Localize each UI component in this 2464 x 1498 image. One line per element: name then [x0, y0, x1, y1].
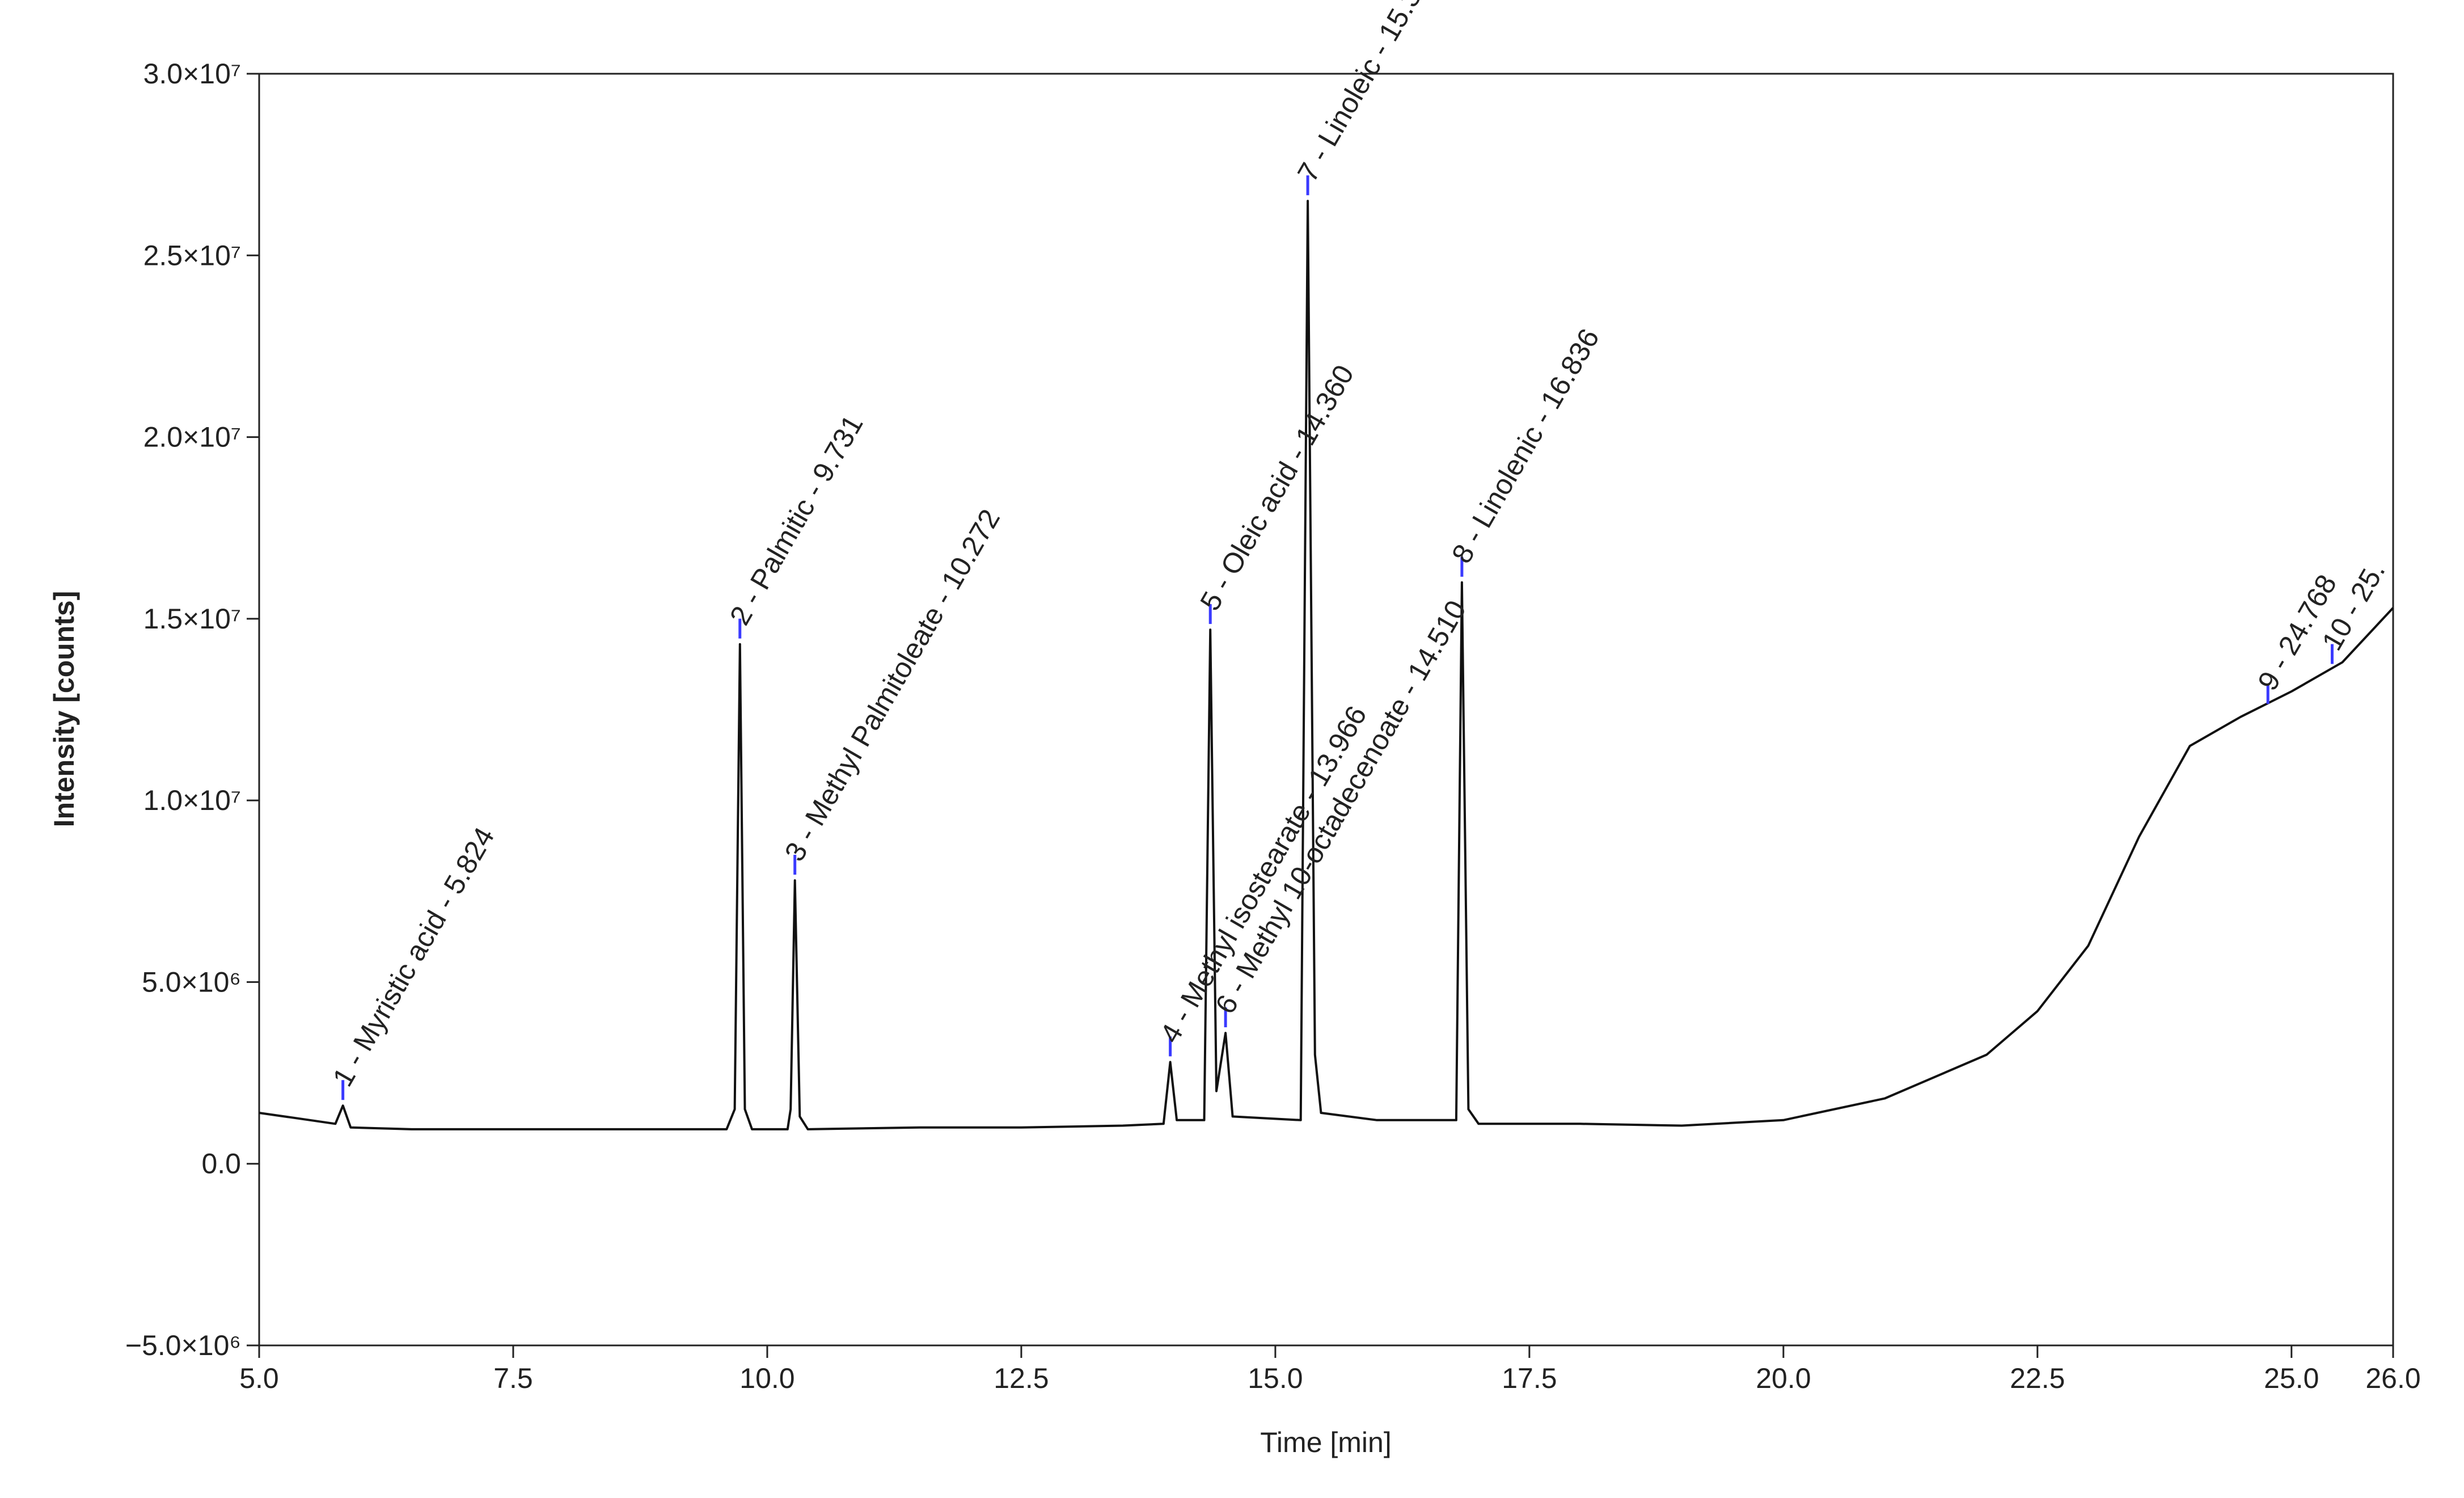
x-tick-label: 20.0: [1756, 1362, 1811, 1394]
y-axis-label: Intensity [counts]: [48, 591, 80, 828]
peak-label: 1 - Myristic acid - 5.824: [327, 822, 501, 1092]
peak-label: 3 - Methyl Palmitoleate - 10.272: [779, 504, 1006, 866]
peak-label: 6 - Methyl 10-octadecenoate - 14.510: [1209, 595, 1472, 1019]
x-tick-label: 17.5: [1502, 1362, 1557, 1394]
x-tick-label: 25.0: [2264, 1362, 2319, 1394]
y-tick-label: −5.0×10⁶: [125, 1330, 241, 1361]
peak-label: 7 - Linoleic - 15.319: [1291, 0, 1443, 187]
y-tick-label: 2.0×10⁷: [143, 421, 241, 453]
peak-label: 5 - Oleic acid - 14.360: [1194, 360, 1360, 616]
x-tick-label: 10.0: [739, 1362, 794, 1394]
y-tick-label: 5.0×10⁶: [142, 966, 241, 998]
x-tick-label: 7.5: [493, 1362, 533, 1394]
x-axis-label: Time [min]: [1260, 1427, 1392, 1458]
x-tick-label: 26.0: [2365, 1362, 2420, 1394]
peak-label: 2 - Palmitic - 9.731: [724, 410, 869, 630]
trace: [259, 200, 2394, 1130]
x-tick-label: 15.0: [1248, 1362, 1303, 1394]
x-tick-label: 22.5: [2010, 1362, 2065, 1394]
y-tick-label: 1.5×10⁷: [143, 603, 241, 635]
y-tick-label: 2.5×10⁷: [143, 239, 241, 271]
x-tick-label: 5.0: [239, 1362, 279, 1394]
peak-label: 8 - Linolenic - 16.836: [1446, 323, 1605, 568]
peak-label: 4 - Methyl isostearate - 13.966: [1154, 701, 1373, 1048]
x-tick-label: 12.5: [994, 1362, 1049, 1394]
y-tick-label: 3.0×10⁷: [143, 58, 241, 90]
y-tick-label: 1.0×10⁷: [143, 784, 241, 816]
plot-frame: [258, 73, 2394, 1347]
y-tick-label: 0.0: [201, 1148, 241, 1180]
